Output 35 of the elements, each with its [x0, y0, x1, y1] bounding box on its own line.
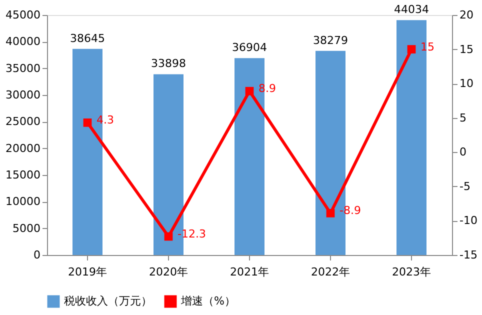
point: [245, 86, 254, 96]
y2-tick-label: -10: [460, 214, 478, 228]
y-tick-label: 20000: [6, 142, 40, 155]
y2-tick-label: 10: [460, 77, 474, 90]
y-tick-label: 10000: [6, 195, 40, 208]
legend-label: 税收收入（万元）: [64, 294, 152, 308]
y2-tick-label: -5: [460, 180, 470, 193]
y-tick-label: 40000: [6, 35, 40, 48]
legend-label: 增速（%）: [180, 294, 236, 308]
point: [407, 45, 416, 54]
y2-tick-label: 5: [460, 111, 466, 124]
x-tick-label: 2020年: [149, 266, 188, 278]
y-tick-label: 15000: [6, 168, 40, 182]
data-label: 33898: [151, 57, 186, 70]
y-tick-label: 25000: [6, 115, 40, 128]
point: [326, 208, 335, 218]
data-label: 36904: [232, 41, 267, 54]
y-tick-label: 45000: [6, 8, 40, 22]
y-tick-label: 35000: [6, 62, 40, 75]
data-label: 44034: [394, 3, 429, 16]
point: [164, 232, 173, 241]
point: [83, 118, 92, 127]
y2-tick-label: 15: [460, 42, 474, 56]
x-tick-label: 2022年: [311, 266, 350, 278]
data-label: 38645: [70, 32, 105, 45]
x-tick-label: 2023年: [392, 266, 431, 278]
y-tick-label: 5000: [12, 222, 40, 235]
y2-tick-label: 20: [460, 8, 474, 22]
x-tick-label: 2019年: [68, 266, 107, 278]
data-label: 38279: [313, 34, 348, 47]
y-tick-label: 30000: [6, 88, 40, 102]
y-tick-label: 0: [34, 248, 40, 262]
y2-tick-label: -15: [460, 248, 478, 262]
y2-tick-label: 0: [460, 146, 466, 159]
x-tick-label: 2021年: [230, 266, 269, 278]
